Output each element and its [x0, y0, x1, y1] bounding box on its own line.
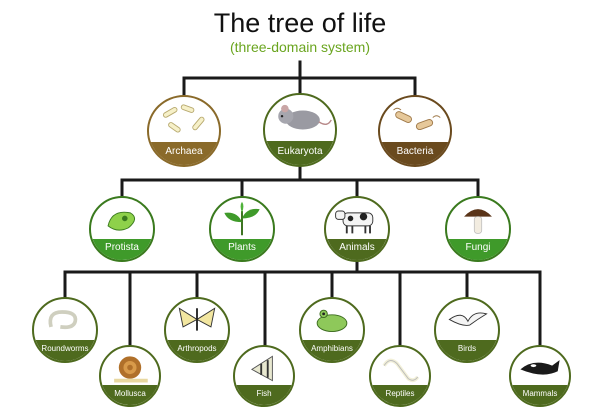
roundworm-icon: [48, 310, 78, 330]
cow-icon: [335, 210, 374, 234]
mushroom-icon: [464, 209, 492, 234]
node-plants-label: Plants: [228, 242, 256, 253]
mouse-icon: [278, 104, 332, 130]
diagram-subtitle: (three-domain system): [229, 39, 371, 55]
node-reptiles-label: Reptiles: [385, 389, 415, 398]
node-fungi: Fungi: [445, 196, 511, 262]
node-amphibians: Amphibians: [299, 297, 365, 363]
node-mammals-label: Mammals: [522, 389, 558, 398]
node-eukaryota: Eukaryota: [263, 93, 337, 167]
node-bacteria-label: Bacteria: [396, 146, 434, 157]
snail-icon: [114, 356, 148, 383]
gull-icon: [448, 312, 488, 326]
protist-icon: [107, 211, 136, 231]
node-amphibians-label: Amphibians: [311, 344, 353, 353]
node-eukaryota-label: Eukaryota: [277, 146, 323, 157]
node-protista-label: Protista: [105, 242, 139, 253]
bacteria-icon: [393, 107, 441, 131]
node-mammals: Mammals: [509, 345, 571, 407]
node-archaea: Archaea: [147, 95, 221, 167]
node-roundworms: Roundworms: [32, 297, 98, 363]
node-plants: Plants: [209, 196, 275, 262]
node-arthropods: Arthropods: [164, 297, 230, 363]
angelfish-icon: [250, 355, 273, 382]
archaea-icon: [162, 104, 205, 133]
node-reptiles: Reptiles: [369, 345, 431, 407]
node-bacteria: Bacteria: [378, 95, 452, 167]
node-animals: Animals: [324, 196, 390, 262]
node-arthropods-label: Arthropods: [177, 344, 217, 353]
plant-sprout-icon: [224, 201, 260, 236]
node-fish: Fish: [233, 345, 295, 407]
node-mollusca: Mollusca: [99, 345, 161, 407]
orca-icon: [520, 360, 560, 375]
node-birds: Birds: [434, 297, 500, 363]
snake-icon: [382, 358, 420, 383]
node-protista: Protista: [89, 196, 155, 262]
frog-icon: [316, 309, 348, 333]
node-fungi-label: Fungi: [465, 242, 491, 253]
diagram-title: The tree of life: [213, 8, 387, 38]
node-animals-label: Animals: [339, 242, 375, 253]
node-fish-label: Fish: [256, 389, 272, 398]
node-birds-label: Birds: [457, 344, 477, 353]
node-roundworms-label: Roundworms: [41, 344, 89, 353]
butterfly-icon: [178, 307, 216, 331]
node-archaea-label: Archaea: [165, 146, 203, 157]
node-mollusca-label: Mollusca: [114, 389, 146, 398]
